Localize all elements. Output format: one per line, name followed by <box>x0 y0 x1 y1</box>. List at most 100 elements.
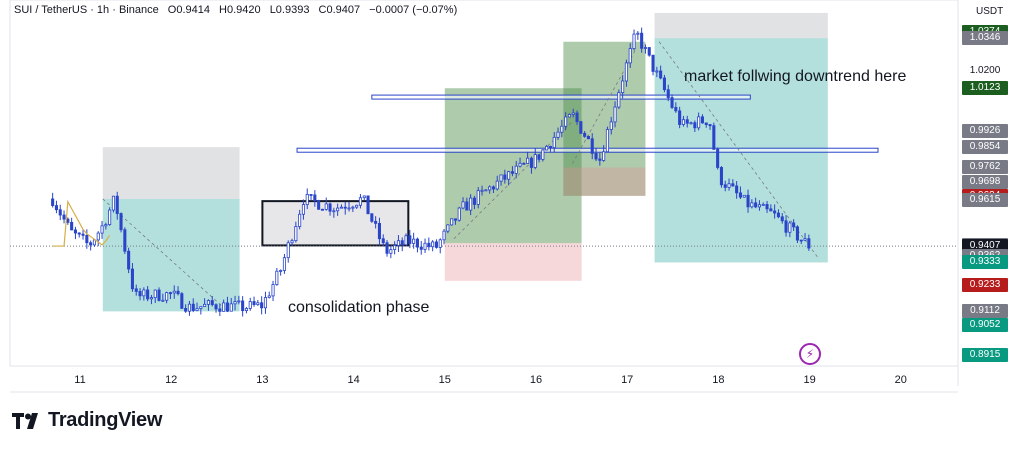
candle-108 <box>461 201 465 209</box>
candle-142 <box>590 138 594 154</box>
candle-199 <box>807 238 811 249</box>
candle-150 <box>621 80 625 93</box>
consolidation-annotation[interactable]: consolidation phase <box>288 299 430 316</box>
x-tick-label: 15 <box>438 374 451 386</box>
candle-41 <box>206 300 210 305</box>
candle-77 <box>343 206 347 209</box>
candle-93 <box>404 235 408 246</box>
candle-80 <box>355 204 359 208</box>
symbol-pair[interactable]: SUI / TetherUS · 1h · Binance <box>14 4 159 16</box>
zone-stop-7 <box>654 12 828 39</box>
candle-39 <box>199 306 203 309</box>
candle-111 <box>472 197 476 205</box>
price-label: 0.9615 <box>962 193 1008 208</box>
candle-71 <box>320 208 324 211</box>
candle-167 <box>685 119 689 124</box>
candle-109 <box>465 201 469 211</box>
candle-195 <box>792 222 796 228</box>
candle-144 <box>598 158 602 161</box>
candle-4 <box>66 218 70 223</box>
ohlc-change: −0.0007 (−0.07%) <box>369 4 458 16</box>
candle-37 <box>191 303 195 311</box>
candle-64 <box>294 226 298 242</box>
candle-50 <box>241 300 245 312</box>
candle-145 <box>602 151 606 161</box>
candle-30 <box>165 292 169 301</box>
candle-125 <box>526 157 530 164</box>
candle-33 <box>176 290 180 295</box>
candle-56 <box>263 297 267 309</box>
candle-192 <box>780 216 784 222</box>
candle-82 <box>362 195 366 199</box>
x-tick-label: 11 <box>74 374 86 386</box>
candle-14 <box>104 224 108 227</box>
candle-29 <box>161 299 165 302</box>
candle-101 <box>434 241 438 248</box>
guide-line-3 <box>658 41 820 259</box>
candle-23 <box>138 291 142 297</box>
zone-box-2 <box>261 200 410 247</box>
candle-170 <box>697 116 701 129</box>
x-tick-label: 13 <box>256 374 269 386</box>
candle-75 <box>336 207 340 212</box>
candle-68 <box>309 194 313 196</box>
candle-78 <box>347 207 351 210</box>
candle-92 <box>400 240 404 246</box>
candle-186 <box>757 204 761 208</box>
price-unit[interactable]: USDT <box>976 6 1004 17</box>
candle-22 <box>134 288 138 292</box>
candle-105 <box>450 218 454 226</box>
candle-9 <box>85 234 89 244</box>
x-tick-label: 17 <box>621 374 634 386</box>
candle-110 <box>469 197 473 211</box>
price-label: 1.0200 <box>969 64 1001 76</box>
candle-140 <box>583 132 587 137</box>
zone-target-0 <box>102 198 240 312</box>
lightning-icon[interactable]: ⚡ <box>799 343 821 365</box>
candle-141 <box>586 136 590 140</box>
zone-long_stop-6 <box>563 167 646 196</box>
candle-106 <box>453 218 457 221</box>
price-label: 0.9333 <box>962 255 1008 270</box>
x-tick-label: 16 <box>529 374 543 386</box>
candle-83 <box>366 195 370 215</box>
candle-165 <box>678 110 682 125</box>
candle-90 <box>393 245 397 250</box>
price-label: 0.9052 <box>962 317 1008 332</box>
candle-162 <box>666 89 670 99</box>
candle-158 <box>651 54 655 72</box>
candle-85 <box>374 220 378 224</box>
ohlc-open: O0.9414 <box>167 4 210 16</box>
candle-117 <box>495 180 499 190</box>
price-label: 1.0346 <box>962 31 1008 46</box>
candle-126 <box>529 157 533 168</box>
candle-114 <box>484 189 488 192</box>
candle-24 <box>142 289 146 297</box>
downtrend-annotation[interactable]: market follwing downtrend here <box>684 68 907 85</box>
candle-18 <box>119 213 123 231</box>
candle-166 <box>681 119 685 125</box>
candle-62 <box>286 242 290 259</box>
candle-123 <box>518 162 522 167</box>
candle-189 <box>769 208 773 212</box>
candle-163 <box>670 97 674 108</box>
candle-194 <box>788 222 792 233</box>
x-tick-label: 18 <box>712 374 725 386</box>
symbol-header: SUI / TetherUS · 1h · Binance O0.9414 H0… <box>14 4 463 16</box>
candle-188 <box>765 204 769 210</box>
tradingview-logo: TradingView <box>12 409 162 432</box>
candle-173 <box>708 124 712 127</box>
candle-146 <box>605 129 609 153</box>
x-tick-label: 19 <box>803 374 816 386</box>
candle-25 <box>146 289 150 300</box>
candle-168 <box>689 122 693 125</box>
candle-131 <box>548 146 552 149</box>
candle-16 <box>111 195 115 211</box>
candle-156 <box>643 47 647 49</box>
candle-128 <box>537 154 541 160</box>
candle-38 <box>195 308 199 311</box>
price-label: 0.9698 <box>962 174 1008 189</box>
candle-153 <box>632 33 636 49</box>
candle-130 <box>545 146 549 151</box>
